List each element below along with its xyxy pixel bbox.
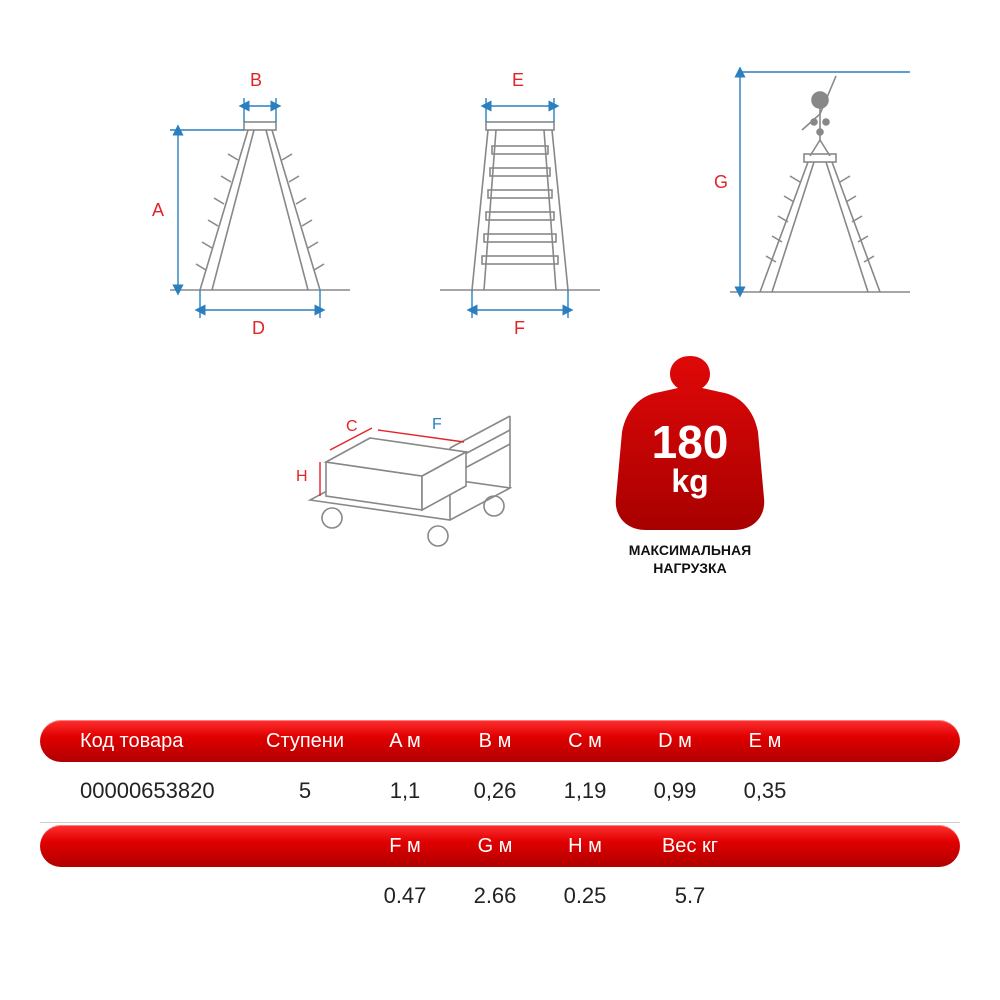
label-H: H	[296, 468, 308, 486]
label-F2: F	[432, 416, 442, 434]
table-row-1: 00000653820 5 1,1 0,26 1,19 0,99 0,35	[40, 762, 960, 820]
td-H: 0.25	[540, 883, 630, 909]
label-A: A	[152, 200, 164, 221]
weight-value: 180	[652, 416, 729, 468]
th-weight: Вес кг	[630, 835, 750, 858]
th-A: A м	[360, 730, 450, 753]
td-B: 0,26	[450, 778, 540, 804]
table-divider	[40, 822, 960, 823]
th-steps: Ступени	[250, 730, 360, 753]
weight-badge-icon: 180 kg	[600, 350, 780, 540]
td-F: 0.47	[360, 883, 450, 909]
th-D: D м	[630, 730, 720, 753]
td-G: 2.66	[450, 883, 540, 909]
weight-caption-line2: НАГРУЗКА	[653, 560, 726, 576]
diagrams-area: B A D	[0, 60, 1000, 600]
td-steps: 5	[250, 778, 360, 804]
label-F: F	[514, 318, 525, 339]
td-A: 1,1	[360, 778, 450, 804]
table-header-1: Код товара Ступени A м B м C м D м E м	[40, 720, 960, 762]
th-E: E м	[720, 730, 810, 753]
diagram-front	[410, 70, 630, 330]
label-C: C	[346, 418, 358, 436]
th-B: B м	[450, 730, 540, 753]
td-D: 0,99	[630, 778, 720, 804]
table-header-2: F м G м H м Вес кг	[40, 825, 960, 867]
weight-caption: МАКСИМАЛЬНАЯ НАГРУЗКА	[600, 542, 780, 577]
label-B: B	[250, 70, 262, 91]
td-code: 00000653820	[50, 778, 250, 804]
th-G: G м	[450, 835, 540, 858]
label-E: E	[512, 70, 524, 91]
td-C: 1,19	[540, 778, 630, 804]
td-E: 0,35	[720, 778, 810, 804]
th-H: H м	[540, 835, 630, 858]
diagram-package	[250, 350, 550, 570]
th-C: C м	[540, 730, 630, 753]
label-G: G	[714, 172, 728, 193]
spec-table: Код товара Ступени A м B м C м D м E м 0…	[40, 720, 960, 925]
th-F: F м	[360, 835, 450, 858]
label-D: D	[252, 318, 265, 339]
weight-unit: kg	[671, 463, 708, 499]
table-row-2: 0.47 2.66 0.25 5.7	[40, 867, 960, 925]
th-code: Код товара	[50, 730, 250, 753]
td-weight: 5.7	[630, 883, 750, 909]
weight-caption-line1: МАКСИМАЛЬНАЯ	[629, 542, 751, 558]
